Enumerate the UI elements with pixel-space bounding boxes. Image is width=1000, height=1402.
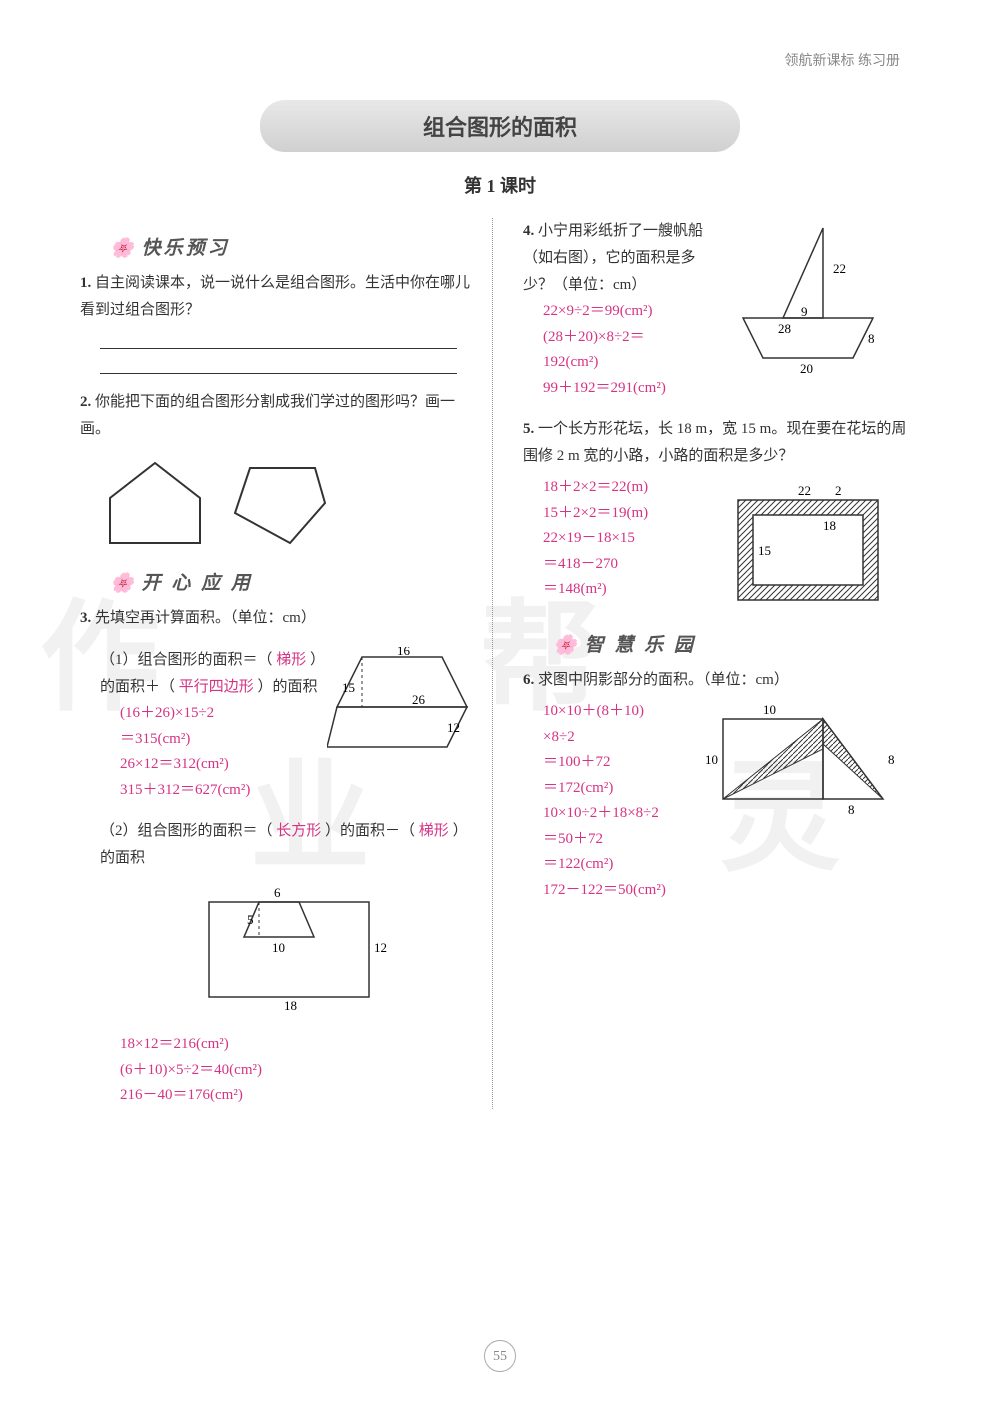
q3p2-calc-0: 18×12＝216(cm²) [120, 1032, 477, 1058]
q6-calc-6: ＝122(cm²) [543, 852, 703, 878]
problem-4: 4. 小宁用彩纸折了一艘帆船（如右图），它的面积是多少？（单位：cm） 22×9… [523, 218, 920, 401]
q5-diagram: 22 18 15 2 [723, 475, 893, 615]
svg-text:2: 2 [835, 483, 842, 498]
svg-text:8: 8 [848, 802, 855, 817]
chapter-title: 组合图形的面积 [260, 100, 740, 152]
svg-text:26: 26 [412, 692, 426, 707]
section-preview: 快乐预习 [110, 233, 477, 260]
q4-calc-0: 22×9÷2＝99(cm²) [543, 299, 723, 325]
q4-calc-1: (28＋20)×8÷2＝ [543, 325, 723, 351]
q3p2-calc-1: (6＋10)×5÷2＝40(cm²) [120, 1058, 477, 1084]
svg-text:22: 22 [798, 483, 811, 498]
pentagon-icon [230, 458, 330, 548]
q6-calc-2: ＝100＋72 [543, 750, 703, 776]
problem-5: 5. 一个长方形花坛，长 18 m，宽 15 m。现在要在花坛的周围修 2 m … [523, 416, 920, 615]
q3p1-suffix: ）的面积 [258, 679, 318, 695]
answer-blank [100, 354, 457, 374]
pentagon-icon [100, 458, 210, 548]
svg-text:10: 10 [763, 702, 776, 717]
q6-calc-4: 10×10÷2＋18×8÷2 [543, 801, 703, 827]
svg-text:28: 28 [778, 321, 791, 336]
problem-2: 2. 你能把下面的组合图形分割成我们学过的图形吗？画一画。 [80, 389, 477, 443]
q2-shapes [100, 458, 477, 548]
q3p1-calc-0: (16＋26)×15÷2 [120, 701, 327, 727]
q2-num: 2. [80, 394, 91, 410]
q3p1-ans2: 平行四边形 [179, 679, 254, 695]
q5-calc-4: ＝148(m²) [543, 577, 723, 603]
q3p2-prefix: （2）组合图形的面积＝（ [100, 823, 273, 839]
q5-text: 一个长方形花坛，长 18 m，宽 15 m。现在要在花坛的周围修 2 m 宽的小… [523, 421, 906, 464]
svg-text:12: 12 [374, 940, 387, 955]
q1-text: 自主阅读课本，说一说什么是组合图形。生活中你在哪儿看到过组合图形？ [80, 275, 470, 318]
section-application: 开 心 应 用 [110, 568, 477, 595]
q5-num: 5. [523, 421, 534, 437]
q5-calc-3: ＝418－270 [543, 552, 723, 578]
q4-num: 4. [523, 223, 534, 239]
svg-text:15: 15 [758, 543, 771, 558]
svg-text:20: 20 [800, 361, 813, 376]
q3-part2: （2）组合图形的面积＝（ 长方形 ）的面积－（ 梯形 ）的面积 6 5 10 1… [100, 818, 477, 1109]
svg-text:10: 10 [705, 752, 718, 767]
svg-text:5: 5 [247, 912, 254, 927]
q3p1-diagram: 16 15 26 12 [327, 647, 477, 767]
svg-text:10: 10 [272, 940, 285, 955]
left-column: 快乐预习 1. 自主阅读课本，说一说什么是组合图形。生活中你在哪儿看到过组合图形… [80, 218, 493, 1109]
right-column: 4. 小宁用彩纸折了一艘帆船（如右图），它的面积是多少？（单位：cm） 22×9… [513, 218, 920, 1109]
q5-calc-1: 15＋2×2＝19(m) [543, 501, 723, 527]
q2-text: 你能把下面的组合图形分割成我们学过的图形吗？画一画。 [80, 394, 455, 437]
svg-text:15: 15 [342, 680, 355, 695]
q3-part1: （1）组合图形的面积＝（ 梯形 ）的面积＋（ 平行四边形 ）的面积 (16＋26… [100, 647, 477, 803]
svg-text:18: 18 [284, 998, 297, 1012]
q6-calc-7: 172－122＝50(cm²) [543, 878, 703, 904]
q1-num: 1. [80, 275, 91, 291]
svg-text:6: 6 [274, 885, 281, 900]
q3p2-diagram: 6 5 10 12 18 [189, 882, 389, 1012]
q6-diagram: 10 10 8 8 [703, 699, 903, 819]
q3-num: 3. [80, 610, 91, 626]
problem-3: 3. 先填空再计算面积。（单位：cm） [80, 605, 477, 632]
q3p1-calc-1: ＝315(cm²) [120, 727, 327, 753]
q4-diagram: 22 9 28 8 20 [723, 218, 893, 378]
svg-text:12: 12 [447, 720, 460, 735]
problem-1: 1. 自主阅读课本，说一说什么是组合图形。生活中你在哪儿看到过组合图形？ [80, 270, 477, 374]
problem-6: 6. 求图中阴影部分的面积。（单位：cm） 10×10＋(8＋10) ×8÷2 … [523, 667, 920, 903]
q3p2-calc-2: 216－40＝176(cm²) [120, 1083, 477, 1109]
q6-calc-5: ＝50＋72 [543, 827, 703, 853]
q6-calc-0: 10×10＋(8＋10) [543, 699, 703, 725]
q6-num: 6. [523, 672, 534, 688]
q4-calc-3: 99＋192＝291(cm²) [543, 376, 723, 402]
q5-calc-2: 22×19－18×15 [543, 526, 723, 552]
q3p2-ans1: 长方形 [276, 823, 321, 839]
lesson-subtitle: 第 1 课时 [80, 172, 920, 198]
q3-text: 先填空再计算面积。（单位：cm） [95, 610, 316, 626]
q3p1-prefix: （1）组合图形的面积＝（ [100, 652, 273, 668]
section-wisdom: 智 慧 乐 园 [553, 630, 920, 657]
svg-text:22: 22 [833, 261, 846, 276]
q6-calc-3: ＝172(cm²) [543, 776, 703, 802]
q5-calc-0: 18＋2×2＝22(m) [543, 475, 723, 501]
svg-text:18: 18 [823, 518, 836, 533]
q3p2-ans2: 梯形 [419, 823, 449, 839]
q4-calc-2: 192(cm²) [543, 350, 723, 376]
q3p1-calc-2: 26×12＝312(cm²) [120, 752, 327, 778]
svg-text:8: 8 [868, 331, 875, 346]
q3p1-ans1: 梯形 [276, 652, 306, 668]
answer-blank [100, 329, 457, 349]
svg-text:9: 9 [801, 304, 808, 319]
svg-text:8: 8 [888, 752, 895, 767]
q3p1-calc-3: 315＋312＝627(cm²) [120, 778, 327, 804]
q4-text: 小宁用彩纸折了一艘帆船（如右图），它的面积是多少？（单位：cm） [523, 223, 703, 293]
svg-text:16: 16 [397, 647, 411, 658]
q6-calc-1: ×8÷2 [543, 725, 703, 751]
q6-text: 求图中阴影部分的面积。（单位：cm） [538, 672, 789, 688]
header-brand: 领航新课标 练习册 [80, 50, 920, 70]
q3p2-mid1: ）的面积－（ [325, 823, 415, 839]
page-number: 55 [484, 1340, 516, 1372]
